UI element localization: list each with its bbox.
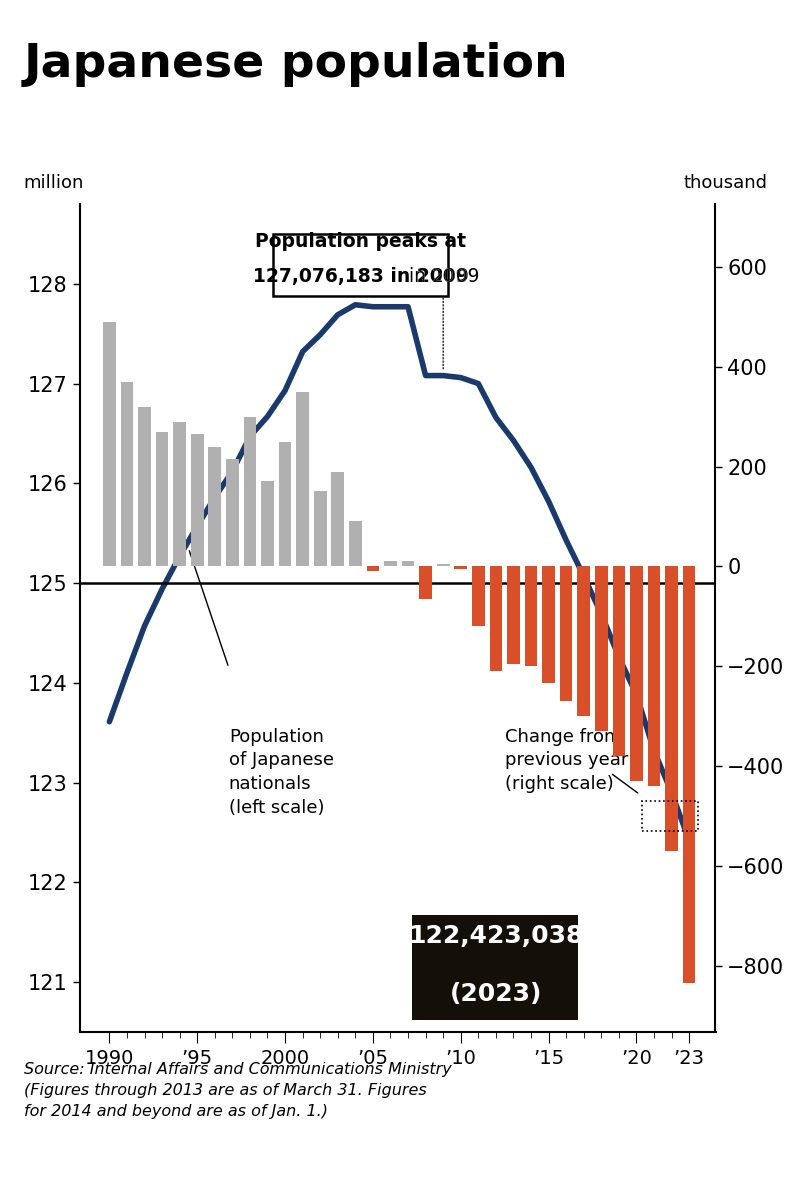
Text: Population peaks at: Population peaks at xyxy=(255,233,466,252)
Text: (2023): (2023) xyxy=(450,982,542,1006)
Bar xyxy=(208,446,221,566)
Bar xyxy=(279,442,292,566)
Bar xyxy=(173,421,186,566)
Text: 122,423,038: 122,423,038 xyxy=(408,924,584,948)
Bar xyxy=(156,432,169,566)
Bar xyxy=(683,566,696,983)
Bar xyxy=(121,382,134,566)
Bar xyxy=(560,566,572,701)
Bar xyxy=(138,407,151,566)
Bar xyxy=(332,472,344,566)
Text: in 2009: in 2009 xyxy=(409,268,479,287)
Bar xyxy=(595,566,607,731)
Bar xyxy=(525,566,537,666)
Bar xyxy=(419,566,432,599)
Bar xyxy=(191,434,204,566)
Text: Source: Internal Affairs and Communications Ministry
(Figures through 2013 are a: Source: Internal Affairs and Communicati… xyxy=(24,1062,452,1118)
Bar xyxy=(297,391,309,566)
Bar xyxy=(630,566,643,781)
Bar xyxy=(612,566,625,756)
Bar xyxy=(437,564,449,566)
Text: 127,076,183 in 2009: 127,076,183 in 2009 xyxy=(253,268,468,287)
Bar xyxy=(243,416,256,566)
Bar xyxy=(314,492,327,566)
Bar xyxy=(472,566,485,626)
Bar xyxy=(542,566,555,683)
Bar xyxy=(401,562,414,566)
Bar xyxy=(103,322,116,566)
Bar xyxy=(349,522,362,566)
Bar xyxy=(226,460,238,566)
Bar xyxy=(384,562,397,566)
Bar xyxy=(490,566,502,671)
Text: thousand: thousand xyxy=(683,174,767,192)
Text: in 2009: in 2009 xyxy=(409,268,479,287)
Text: Population
of Japanese
nationals
(left scale): Population of Japanese nationals (left s… xyxy=(229,727,334,816)
Bar xyxy=(455,566,467,569)
Text: Japanese population: Japanese population xyxy=(24,42,568,86)
Bar xyxy=(366,566,379,571)
Text: million: million xyxy=(24,174,84,192)
FancyBboxPatch shape xyxy=(273,234,448,295)
Text: Change from
previous year
(right scale): Change from previous year (right scale) xyxy=(505,727,628,793)
Bar xyxy=(507,566,520,664)
FancyBboxPatch shape xyxy=(412,916,579,1020)
Bar xyxy=(648,566,661,786)
Bar xyxy=(577,566,590,716)
Bar xyxy=(642,800,698,830)
Bar xyxy=(665,566,678,851)
Bar xyxy=(262,481,273,566)
